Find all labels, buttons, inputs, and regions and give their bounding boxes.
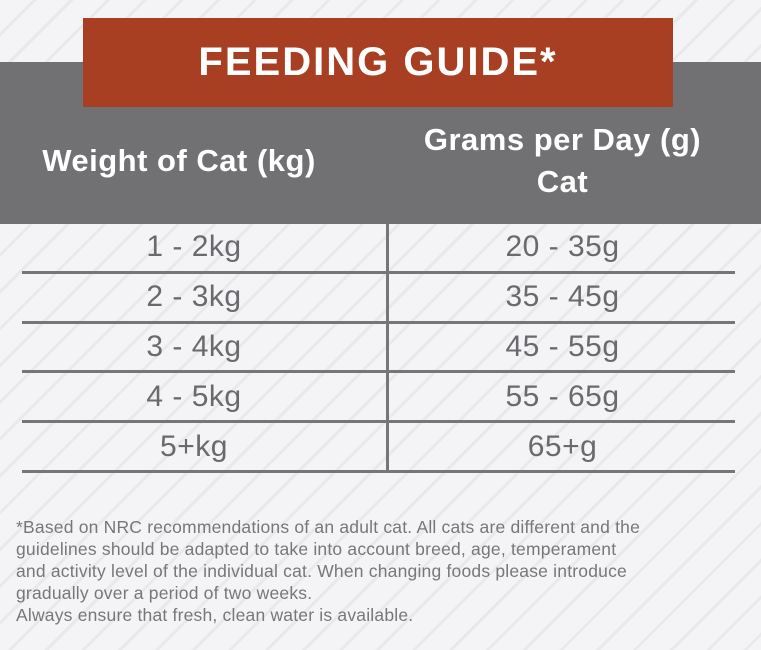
- weight-cell: 3 - 4kg: [146, 329, 242, 363]
- footnote-line: Always ensure that fresh, clean water is…: [16, 605, 414, 625]
- footnote-line: gradually over a period of two weeks.: [16, 583, 313, 603]
- grams-cell: 55 - 65g: [505, 379, 620, 413]
- column-divider: [386, 224, 389, 473]
- row-divider: [22, 420, 735, 424]
- grams-cell: 65+g: [527, 429, 598, 463]
- table-row: 3 - 4kg 45 - 55g: [0, 324, 761, 371]
- column-header-grams-line1: Grams per Day (g): [423, 121, 702, 157]
- footnote-line: guidelines should be adapted to take int…: [16, 539, 617, 559]
- table-row: 5+kg 65+g: [0, 423, 761, 470]
- row-divider: [22, 270, 735, 274]
- footnote: *Based on NRC recommendations of an adul…: [16, 516, 746, 626]
- feeding-table-body: 1 - 2kg 20 - 35g 2 - 3kg 35 - 45g 3 - 4k…: [0, 224, 761, 473]
- row-divider: [22, 469, 735, 473]
- column-header-weight: Weight of Cat (kg): [42, 142, 316, 178]
- grams-cell: 20 - 35g: [505, 230, 620, 264]
- grams-cell: 45 - 55g: [505, 329, 620, 363]
- column-header-grams: Grams per Day (g) Cat: [388, 97, 761, 224]
- page-title: FEEDING GUIDE*: [198, 40, 558, 84]
- grams-cell: 35 - 45g: [505, 280, 620, 314]
- table-row: 2 - 3kg 35 - 45g: [0, 274, 761, 321]
- title-banner: FEEDING GUIDE*: [83, 18, 673, 107]
- footnote-line: *Based on NRC recommendations of an adul…: [16, 517, 641, 537]
- column-header-grams-line2: Cat: [536, 163, 589, 199]
- footnote-line: and activity level of the individual cat…: [16, 561, 627, 581]
- row-divider: [22, 320, 735, 324]
- weight-cell: 1 - 2kg: [146, 230, 242, 264]
- weight-cell: 2 - 3kg: [146, 280, 242, 314]
- row-divider: [22, 370, 735, 374]
- table-row: 4 - 5kg 55 - 65g: [0, 373, 761, 420]
- table-row: 1 - 2kg 20 - 35g: [0, 224, 761, 271]
- weight-cell: 4 - 5kg: [146, 379, 242, 413]
- weight-cell: 5+kg: [160, 429, 228, 463]
